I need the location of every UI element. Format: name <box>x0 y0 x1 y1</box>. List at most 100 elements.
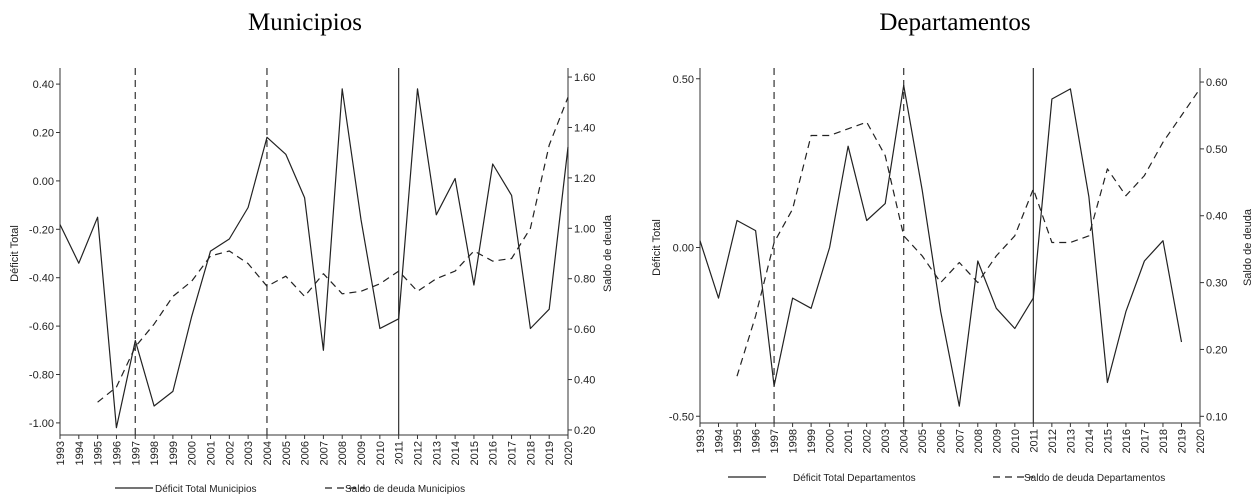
panel-title-departamentos: Departamentos <box>879 9 1031 36</box>
x-tick-label: 2003 <box>243 441 255 465</box>
legend-label-saldo: Saldo de deuda Departamentos <box>1024 473 1165 484</box>
x-tick-label: 2005 <box>281 441 293 465</box>
y2-tick-label: 0.60 <box>1206 77 1227 89</box>
x-tick-label: 2018 <box>525 441 537 465</box>
x-tick-label: 2019 <box>544 441 556 465</box>
x-tick-label: 2010 <box>1010 429 1022 453</box>
x-tick-label: 1997 <box>130 441 142 465</box>
y2-tick-label: 1.60 <box>574 72 595 84</box>
x-tick-label: 1993 <box>695 429 707 453</box>
chart-municipios: 0.40 0.20 0.00 -0.20 -0.40 -0.60 -0.80 -1.00 1.6… <box>9 68 614 495</box>
x-tick-label: 2006 <box>936 429 948 453</box>
x-tick-label: 2010 <box>375 441 387 465</box>
x-tick-label: 2018 <box>1158 429 1170 453</box>
x-tick-label: 2013 <box>431 441 443 465</box>
legend: Déficit Total Municipios Saldo de deuda M… <box>115 484 465 495</box>
x-tick-label: 2011 <box>394 441 406 465</box>
series-line-deficit-total <box>59 88 569 429</box>
x-tick-label: 1996 <box>111 441 123 465</box>
y2-tick-label: 0.80 <box>574 274 595 286</box>
y-tick-label: -0.40 <box>29 273 54 285</box>
x-tick-label: 1994 <box>714 429 726 453</box>
chart-departamentos: 0.50 0.00 -0.50 0.60 0.50 0.40 0.30 0.20 0.10 199… <box>651 68 1254 484</box>
y2-tick-label: 0.40 <box>1206 211 1227 223</box>
x-tick-label: 2020 <box>563 441 575 465</box>
x-tick-label: 2007 <box>318 441 330 465</box>
x-tick-label: 2016 <box>488 441 500 465</box>
x-tick-label: 2008 <box>337 441 349 465</box>
y-tick-label: -0.60 <box>29 321 54 333</box>
x-tick-label: 2012 <box>412 441 424 465</box>
y2-tick-label: 0.50 <box>1206 144 1227 156</box>
x-tick-label: 2001 <box>843 429 855 453</box>
x-tick-label: 1999 <box>806 429 818 453</box>
x-tick-label: 1998 <box>788 429 800 453</box>
x-tick-label: 2002 <box>862 429 874 453</box>
x-tick-label: 2009 <box>991 429 1003 453</box>
x-tick-label: 2000 <box>187 441 199 465</box>
series-line-saldo-deuda <box>736 88 1201 377</box>
y-tick-label: -1.00 <box>29 418 54 430</box>
x-tick-label: 1993 <box>55 441 67 465</box>
y2-tick-label: 0.30 <box>1206 278 1227 290</box>
x-tick-label: 2014 <box>450 441 462 465</box>
x-tick-label: 1996 <box>751 429 763 453</box>
y2-axis-title: Saldo de deuda <box>602 214 614 292</box>
x-tick-label: 1998 <box>149 441 161 465</box>
y2-axis-title: Saldo de deuda <box>1242 208 1254 286</box>
y2-tick-label: 0.60 <box>574 324 595 336</box>
x-tick-label: 1997 <box>769 429 781 453</box>
y2-tick-label: 1.00 <box>574 223 595 235</box>
legend-label-deficit: Déficit Total Departamentos <box>793 473 916 484</box>
x-tick-label: 1995 <box>93 441 105 465</box>
legend-label-deficit: Déficit Total Municipios <box>155 484 257 495</box>
x-tick-label: 2015 <box>469 441 481 465</box>
series-line-deficit-total <box>699 84 1183 407</box>
y-tick-label: 0.00 <box>33 176 54 188</box>
y2-tick-label: 0.40 <box>574 375 595 387</box>
y-tick-label: 0.00 <box>673 243 694 255</box>
y-tick-label: 0.40 <box>33 79 54 91</box>
y2-tick-label: 1.20 <box>574 173 595 185</box>
y-tick-label: 0.50 <box>673 74 694 86</box>
x-tick-label: 2002 <box>224 441 236 465</box>
x-tick-label: 2005 <box>917 429 929 453</box>
series-line-saldo-deuda <box>97 96 569 403</box>
x-tick-label: 2017 <box>1139 429 1151 453</box>
y-tick-label: -0.50 <box>669 411 694 423</box>
y-tick-label: -0.20 <box>29 224 54 236</box>
x-tick-label: 2019 <box>1176 429 1188 453</box>
x-tick-label: 2012 <box>1047 429 1059 453</box>
x-tick-label: 1995 <box>732 429 744 453</box>
x-tick-label: 2000 <box>825 429 837 453</box>
x-tick-label: 2014 <box>1084 429 1096 453</box>
y2-tick-label: 0.20 <box>574 425 595 437</box>
x-tick-label: 2006 <box>300 441 312 465</box>
x-tick-label: 2017 <box>507 441 519 465</box>
x-tick-label: 2013 <box>1065 429 1077 453</box>
x-tick-label: 2009 <box>356 441 368 465</box>
x-tick-label: 2004 <box>899 429 911 453</box>
y-tick-label: 0.20 <box>33 128 54 140</box>
y2-tick-label: 0.20 <box>1206 344 1227 356</box>
x-tick-label: 2003 <box>880 429 892 453</box>
x-tick-label: 2011 <box>1028 429 1040 453</box>
panel-title-municipios: Municipios <box>248 9 362 36</box>
y-axis-title: Déficit Total <box>9 225 21 282</box>
x-tick-label: 2007 <box>954 429 966 453</box>
x-tick-label: 2020 <box>1195 429 1207 453</box>
x-tick-label: 2001 <box>206 441 218 465</box>
x-tick-label: 2008 <box>973 429 985 453</box>
legend: Déficit Total Departamentos Saldo de deud… <box>728 473 1165 484</box>
y-axis-title: Déficit Total <box>651 219 663 276</box>
y2-tick-label: 0.10 <box>1206 411 1227 423</box>
y-tick-label: -0.80 <box>29 370 54 382</box>
y2-tick-label: 1.40 <box>574 122 595 134</box>
x-tick-label: 1999 <box>168 441 180 465</box>
x-tick-label: 2004 <box>262 441 274 465</box>
x-tick-label: 2016 <box>1121 429 1133 453</box>
legend-label-saldo: Saldo de deuda Municipios <box>345 484 465 495</box>
x-tick-label: 2015 <box>1102 429 1114 453</box>
x-tick-label: 1994 <box>74 441 86 465</box>
